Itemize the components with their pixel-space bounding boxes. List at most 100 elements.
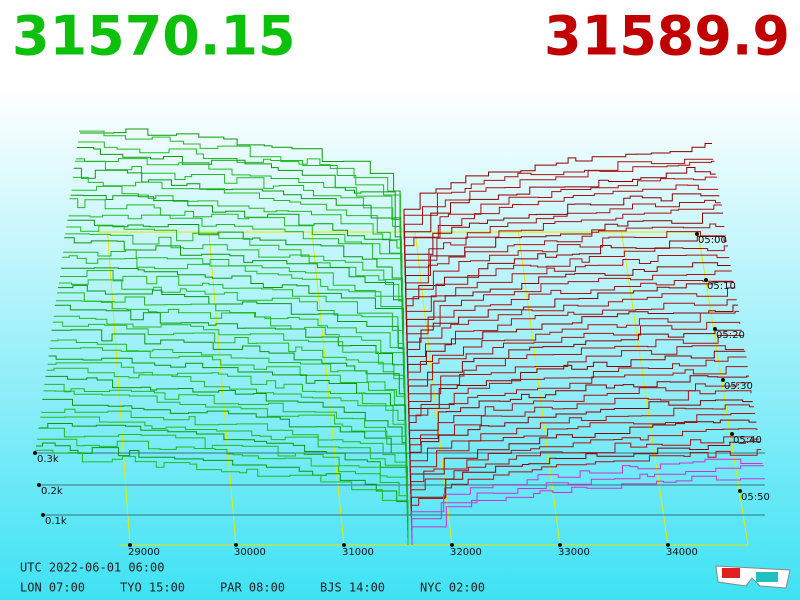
ask-depth-line xyxy=(407,299,737,378)
bid-depth-line xyxy=(70,194,403,298)
bid-depth-line xyxy=(59,279,405,378)
ask-depth-line xyxy=(406,254,730,334)
tick-dot xyxy=(450,543,454,547)
bid-depth-line xyxy=(42,398,408,494)
bid-depth-line xyxy=(67,219,403,320)
bid-depth-line xyxy=(62,255,404,356)
tick-dot xyxy=(695,232,699,236)
tick-dot xyxy=(721,378,725,382)
ask-depth-line xyxy=(404,167,716,254)
bid-depth-line xyxy=(49,347,406,444)
bid-depth-line xyxy=(72,176,402,283)
tick-dot xyxy=(704,278,708,282)
timezone-time: BJS 14:00 xyxy=(320,581,385,595)
ask-depth-line xyxy=(404,184,719,269)
ask-depth-line xyxy=(406,281,735,364)
ask-depth-line xyxy=(405,223,725,305)
ask-depth-line xyxy=(406,280,733,356)
bid-depth-line xyxy=(40,416,408,509)
bid-depth-line xyxy=(39,423,408,516)
bid-depth-line xyxy=(53,315,406,414)
bid-depth-line xyxy=(36,442,409,538)
price-grid-line xyxy=(107,231,131,546)
price-tick-label: 34000 xyxy=(666,547,698,558)
time-tick-label: 05:10 xyxy=(707,281,736,292)
tick-dot xyxy=(730,432,734,436)
price-tick-label: 33000 xyxy=(558,547,590,558)
time-tick-label: 05:30 xyxy=(724,381,753,392)
tick-dot xyxy=(558,543,562,547)
bid-depth-line xyxy=(65,233,404,334)
timezone-time: TYO 15:00 xyxy=(120,581,185,595)
ask-depth-line xyxy=(405,245,728,327)
ask-depth-line xyxy=(406,262,731,342)
ask-depth-line xyxy=(404,176,717,262)
bid-depth-line xyxy=(46,367,407,465)
tick-dot xyxy=(37,483,41,487)
utc-time: UTC 2022-06-01 06:00 xyxy=(20,561,165,575)
price-grid-line xyxy=(311,231,345,546)
tick-dot xyxy=(128,543,132,547)
ask-depth-line xyxy=(408,356,747,436)
bid-depth-line xyxy=(75,158,402,262)
tick-dot xyxy=(234,543,238,547)
timezone-time: LON 07:00 xyxy=(20,581,85,595)
bid-depth-line xyxy=(54,304,405,407)
time-tick-label: 05:20 xyxy=(716,330,745,341)
tick-dot xyxy=(342,543,346,547)
price-tick-label: 31000 xyxy=(342,547,374,558)
timezone-time: PAR 08:00 xyxy=(220,581,285,595)
time-tick-label: 05:50 xyxy=(741,492,770,503)
price-grid-line xyxy=(621,231,669,546)
bid-depth-line xyxy=(80,128,401,232)
ask-depth-line xyxy=(406,270,732,349)
ask-depth-line xyxy=(409,390,752,465)
ask-depth-line xyxy=(404,199,721,283)
ask-depth-line xyxy=(404,204,722,291)
ask-depth-line xyxy=(409,375,749,451)
ask-depth-line xyxy=(410,436,759,509)
bid-depth-line xyxy=(41,408,408,502)
bid-depth-line xyxy=(60,270,404,371)
ask-depth-line xyxy=(411,458,763,531)
time-tick-label: 05:00 xyxy=(698,235,727,246)
bid-depth-line xyxy=(50,339,406,436)
ask-depth-line xyxy=(409,382,751,458)
ask-depth-line xyxy=(411,475,765,545)
ask-depth-line xyxy=(407,321,741,400)
bid-depth-line xyxy=(35,449,409,545)
price-tick-label: 30000 xyxy=(234,547,266,558)
bid-depth-line xyxy=(44,383,407,480)
bid-depth-line xyxy=(61,267,404,363)
bid-price: 31570.15 xyxy=(12,5,296,68)
bid-depth-line xyxy=(64,237,404,342)
ask-depth-line xyxy=(406,287,736,371)
tick-dot xyxy=(33,451,37,455)
ask-depth-line xyxy=(408,366,748,444)
ask-depth-line xyxy=(403,143,712,232)
ask-depth-line xyxy=(405,231,726,313)
bid-depth-line xyxy=(45,375,407,473)
ask-depth-line xyxy=(407,310,740,393)
tick-dot xyxy=(41,513,45,517)
tick-dot xyxy=(738,489,742,493)
ask-depth-line xyxy=(411,465,764,538)
price-tick-label: 32000 xyxy=(450,547,482,558)
bid-depth-line xyxy=(79,130,401,240)
glasses-icon xyxy=(715,565,791,589)
ask-depth-line xyxy=(408,345,744,422)
bid-depth-line xyxy=(37,438,409,531)
bid-depth-line xyxy=(47,362,407,458)
bid-depth-line xyxy=(74,160,402,269)
price-tick-label: 29000 xyxy=(128,547,160,558)
ask-depth-line xyxy=(409,404,754,480)
depth-lines xyxy=(35,128,765,545)
bid-depth-line xyxy=(52,321,406,422)
time-tick-label: 05:40 xyxy=(733,435,762,446)
depth-tick-label: 0.3k xyxy=(37,454,59,465)
depth-tick-label: 0.1k xyxy=(45,516,67,527)
timezone-time: NYC 02:00 xyxy=(420,581,485,595)
bid-depth-line xyxy=(55,300,405,400)
bid-depth-line xyxy=(71,185,402,291)
